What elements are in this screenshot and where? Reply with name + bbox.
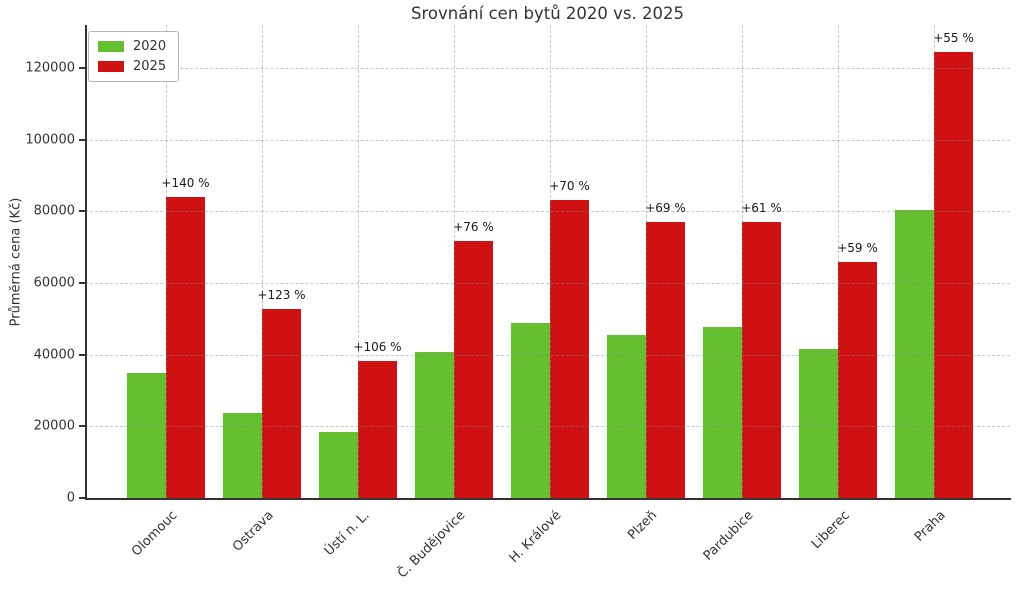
y-tick-label-60000: 60000 [33,275,75,291]
bar-2020-bud-jovice [415,352,454,498]
x-tick-label-st-n-l: Ústí n. L. [321,508,373,559]
annotation-bud-jovice: +76 % [453,220,494,235]
bar-2025-st-n-l [358,361,397,498]
legend-label-2025: 2025 [133,59,167,74]
y-tick-mark-80000 [79,210,85,213]
v-gridline-h-kr-lov [550,25,551,498]
bar-2020-pardubice [703,327,742,498]
annotation-pardubice: +61 % [741,201,782,216]
bar-2020-h-kr-lov [511,322,550,498]
y-tick-label-120000: 120000 [25,60,75,76]
legend-entry-2025: 2025 [98,59,166,74]
h-gridline-20000 [85,426,1010,428]
bar-2020-plze [607,334,646,498]
h-gridline-100000 [85,139,1010,141]
annotation-praha: +55 % [933,30,974,45]
annotation-st-n-l: +106 % [353,340,402,355]
annotation-ostrava: +123 % [257,287,306,302]
bar-2025-praha [934,51,973,498]
y-tick-mark-100000 [79,138,85,141]
x-tick-label-liberec: Liberec [808,508,853,553]
bar-2025-ostrava [262,308,301,498]
x-tick-label-olomouc: Olomouc [129,508,181,560]
y-tick-mark-60000 [79,282,85,284]
v-gridline-ostrava [262,25,263,498]
y-tick-label-0: 0 [66,490,75,506]
x-tick-label-plze: Plzeň [625,508,661,544]
v-gridline-pardubice [742,25,743,498]
bar-2025-liberec [838,261,877,498]
legend-swatch-2020 [98,41,124,52]
v-gridline-plze [646,25,647,498]
y-tick-mark-0 [79,497,85,499]
x-tick-label-h-kr-lov: H. Králové [506,508,565,566]
y-tick-label-40000: 40000 [33,347,75,363]
v-gridline-bud-jovice [454,25,455,498]
bar-2025-bud-jovice [454,241,493,498]
y-tick-mark-20000 [79,425,85,428]
bar-2020-praha [895,210,934,498]
legend-entry-2020: 2020 [98,39,166,54]
x-tick-label-bud-jovice: Č. Budějovice [395,508,469,582]
h-gridline-120000 [85,68,1010,69]
v-gridline-praha [934,25,935,498]
h-gridline-60000 [85,283,1010,284]
y-tick-label-80000: 80000 [33,203,75,219]
chart-legend: 2020 2025 [88,31,180,82]
annotation-liberec: +59 % [837,240,878,255]
x-tick-label-pardubice: Pardubice [700,508,757,564]
chart-title: Srovnání cen bytů 2020 vs. 2025 [410,4,685,23]
bar-2020-ostrava [223,413,262,498]
x-tick-label-ostrava: Ostrava [229,508,277,555]
bar-2025-plze [646,222,685,498]
v-gridline-st-n-l [358,25,359,498]
v-gridline-liberec [838,25,839,498]
bar-2020-liberec [799,349,838,498]
y-axis-spine [85,25,87,500]
y-tick-label-20000: 20000 [33,418,75,434]
annotation-h-kr-lov: +70 % [549,179,590,194]
h-gridline-80000 [85,211,1010,213]
bar-2020-st-n-l [319,431,358,498]
y-tick-label-100000: 100000 [25,132,75,148]
bar-2025-h-kr-lov [550,200,589,498]
bar-2025-pardubice [742,222,781,498]
x-axis-spine [85,498,1011,500]
x-tick-label-praha: Praha [911,508,949,545]
annotation-olomouc: +140 % [161,176,210,190]
y-tick-mark-120000 [79,67,85,69]
legend-swatch-2025 [98,61,124,72]
annotation-plze: +69 % [645,201,686,216]
bar-2025-olomouc [166,197,205,498]
bar-2020-olomouc [127,372,166,498]
v-gridline-olomouc [166,25,167,498]
legend-label-2020: 2020 [133,39,167,54]
h-gridline-40000 [85,354,1010,356]
y-tick-mark-40000 [79,353,85,356]
